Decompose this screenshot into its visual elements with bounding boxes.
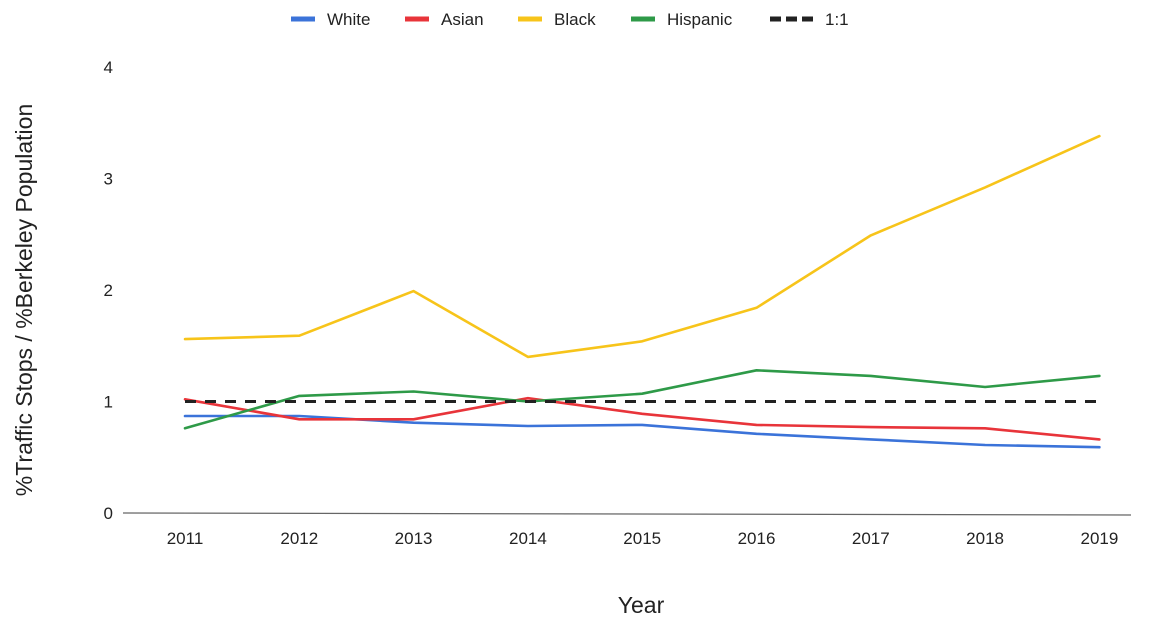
y-tick-label-2: 2 <box>104 281 113 300</box>
x-axis-label: Year <box>618 592 665 618</box>
legend: White Asian Black Hispanic 1:1 <box>291 10 849 29</box>
legend-item-hispanic: Hispanic <box>631 10 733 29</box>
x-tick-label-2012: 2012 <box>280 529 318 548</box>
x-tick-label-2011: 2011 <box>167 529 204 548</box>
y-axis-label: %Traffic Stops / %Berkeley Population <box>11 104 37 496</box>
legend-label-black: Black <box>554 10 596 29</box>
x-tick-label-2019: 2019 <box>1080 529 1118 548</box>
x-tick-label-2018: 2018 <box>966 529 1004 548</box>
series-line-black <box>183 134 1101 359</box>
x-tick-label-2015: 2015 <box>623 529 661 548</box>
legend-label-white: White <box>327 10 370 29</box>
x-axis-line <box>122 512 1132 516</box>
legend-label-asian: Asian <box>441 10 484 29</box>
y-tick-label-4: 4 <box>104 58 113 77</box>
y-tick-label-3: 3 <box>104 170 113 189</box>
series-lines <box>183 134 1101 449</box>
x-tick-label-2013: 2013 <box>395 529 433 548</box>
series-line-white <box>183 414 1101 449</box>
series-line-hispanic <box>183 368 1101 430</box>
y-tick-label-0: 0 <box>104 504 113 523</box>
x-tick-label-2014: 2014 <box>509 529 547 548</box>
y-axis-ticks: 0 1 2 3 4 <box>104 58 113 523</box>
x-tick-label-2016: 2016 <box>738 529 776 548</box>
x-tick-label-2017: 2017 <box>852 529 890 548</box>
series-line-asian <box>183 396 1101 441</box>
legend-item-white: White <box>291 10 370 29</box>
legend-item-asian: Asian <box>405 10 484 29</box>
legend-label-1-1: 1:1 <box>825 10 849 29</box>
x-axis-ticks: 2011 2012 2013 2014 2015 2016 2017 2018 2019 <box>167 529 1119 548</box>
legend-label-hispanic: Hispanic <box>667 10 733 29</box>
legend-item-black: Black <box>518 10 596 29</box>
y-tick-label-1: 1 <box>104 393 113 412</box>
legend-item-1-1: 1:1 <box>770 10 849 29</box>
